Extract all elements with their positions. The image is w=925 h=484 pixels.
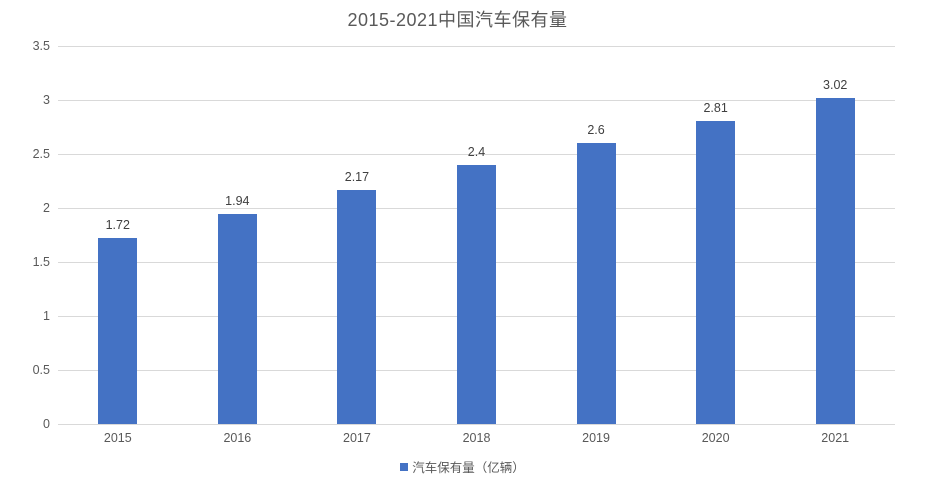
bar (576, 143, 616, 424)
bar-value-label: 2.17 (344, 169, 370, 184)
bar-value-label: 1.94 (225, 194, 250, 209)
bar (457, 164, 496, 424)
y-tick-label: 0 (43, 417, 50, 431)
bar-value-label: 2.4 (467, 144, 486, 159)
x-axis-line (58, 424, 895, 425)
bar (217, 214, 257, 424)
x-tick-label: 2016 (223, 431, 252, 445)
x-tick-label: 2019 (582, 431, 610, 445)
x-tick-label: 2020 (701, 431, 730, 445)
x-tick-label: 2017 (343, 431, 371, 445)
legend: 汽车保有量（亿辆） (0, 457, 925, 476)
y-tick-label: 1.5 (32, 255, 50, 269)
bar (337, 189, 377, 424)
chart-title: 2015-2021中国汽车保有量 (347, 10, 568, 30)
y-tick-label: 0.5 (32, 363, 50, 377)
y-tick-label: 2.5 (32, 147, 50, 161)
x-tick-label: 2021 (821, 431, 850, 445)
bar (815, 97, 855, 424)
bar-value-label: 2.81 (703, 100, 728, 115)
bar (696, 120, 736, 424)
x-tick-label: 2018 (462, 431, 491, 445)
legend-series-label: 汽车保有量（亿辆） (412, 461, 525, 475)
y-tick-label: 3.5 (32, 39, 50, 53)
bar-value-label: 2.6 (587, 123, 605, 138)
legend-marker-icon (400, 462, 409, 471)
gridline (58, 154, 895, 155)
gridline (58, 100, 895, 101)
x-tick-label: 2015 (103, 431, 132, 445)
y-tick-label: 2 (43, 201, 50, 215)
bar-value-label: 1.72 (105, 218, 130, 233)
bar-value-label: 3.02 (823, 77, 848, 92)
y-tick-label: 3 (43, 93, 50, 107)
gridline (58, 46, 895, 47)
bar (98, 238, 138, 424)
y-tick-label: 1 (43, 309, 50, 323)
